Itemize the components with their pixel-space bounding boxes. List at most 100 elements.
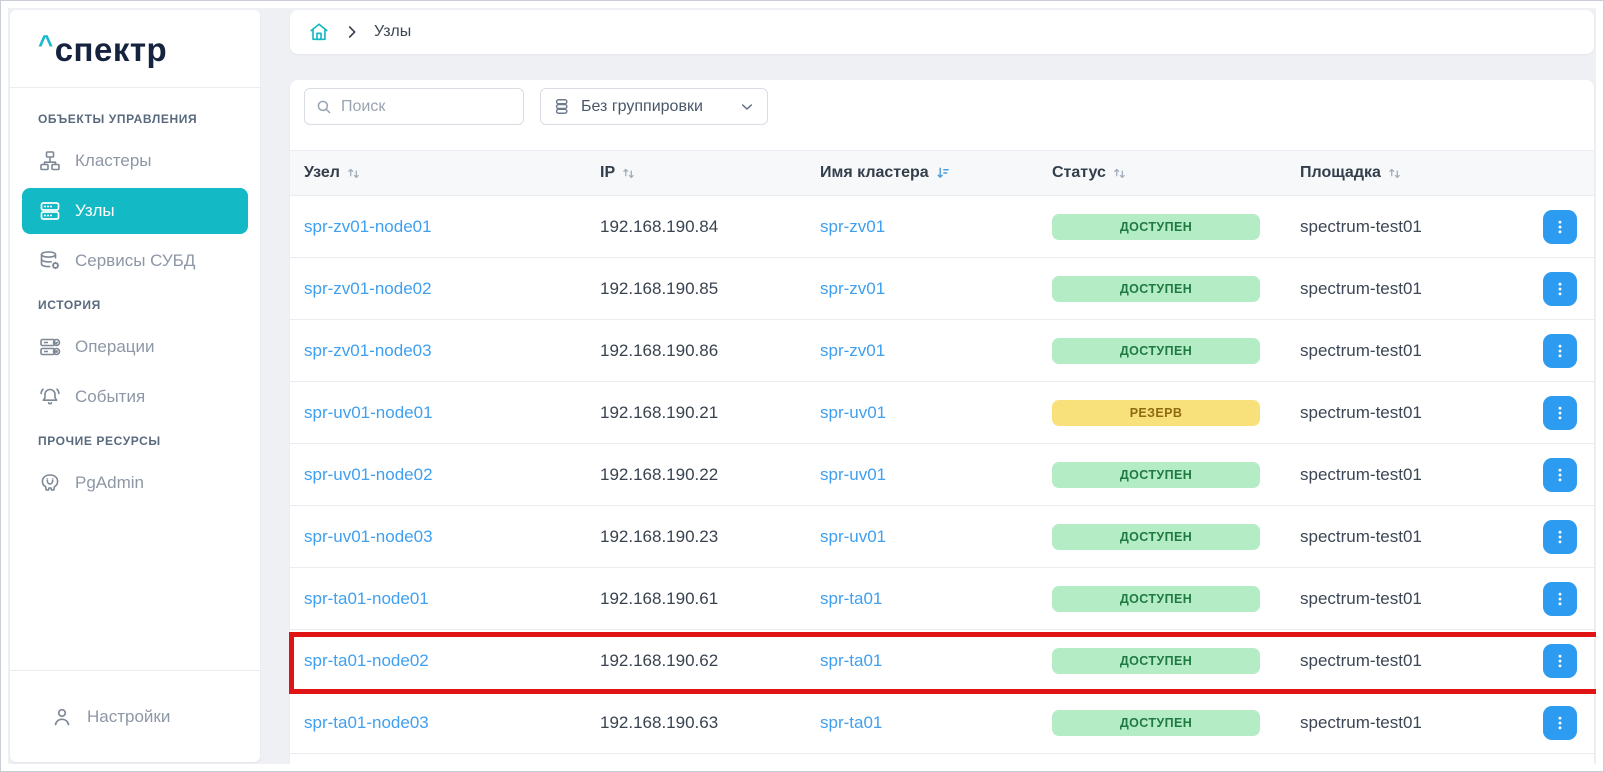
search-input[interactable] xyxy=(341,97,513,116)
sidebar-item-кластеры[interactable]: Кластеры xyxy=(22,138,248,184)
home-icon[interactable] xyxy=(308,21,330,43)
sidebar-section-label: ПРОЧИЕ РЕСУРСЫ xyxy=(38,434,161,448)
table-row: spr-zv01-node03 192.168.190.86 spr-zv01 … xyxy=(290,320,1594,382)
kebab-icon xyxy=(1558,716,1562,729)
column-header-статус[interactable]: Статус xyxy=(1052,164,1300,182)
sidebar-item-label: Операции xyxy=(75,337,155,356)
sidebar-item-операции[interactable]: Операции xyxy=(22,324,248,370)
site-label: spectrum-test01 xyxy=(1300,588,1422,608)
row-actions-button[interactable] xyxy=(1543,209,1577,244)
node-link[interactable]: spr-ta01-node01 xyxy=(304,588,429,608)
kebab-icon xyxy=(1558,282,1562,295)
sort-icon[interactable] xyxy=(1388,166,1401,180)
cluster-link[interactable]: spr-zv01 xyxy=(820,340,886,360)
cluster-link[interactable]: spr-uv01 xyxy=(820,526,887,546)
sidebar-item-label: PgAdmin xyxy=(75,473,144,492)
site-label: spectrum-test01 xyxy=(1300,278,1422,298)
logo-caret: ^ xyxy=(38,28,54,59)
site-label: spectrum-test01 xyxy=(1300,402,1422,422)
row-actions-button[interactable] xyxy=(1543,457,1577,492)
row-actions-button[interactable] xyxy=(1543,271,1577,306)
row-actions-button[interactable] xyxy=(1543,705,1577,740)
search-icon xyxy=(315,98,333,116)
sidebar-footer: Настройки xyxy=(10,670,260,762)
sidebar-item-события[interactable]: События xyxy=(22,374,248,420)
grouping-dropdown[interactable]: Без группировки xyxy=(540,88,768,125)
column-header-ip[interactable]: IP xyxy=(600,164,820,182)
column-label: IP xyxy=(600,164,616,181)
main-area: Узлы Без группировки xyxy=(289,10,1596,764)
table-row: spr-uv01-node01 192.168.190.21 spr-uv01 … xyxy=(290,382,1594,444)
sidebar-item-сервисы-субд[interactable]: Сервисы СУБД xyxy=(22,238,248,284)
sidebar-item-label: Настройки xyxy=(87,706,171,726)
node-link[interactable]: spr-uv01-node02 xyxy=(304,464,433,484)
node-ip: 192.168.190.86 xyxy=(600,340,719,360)
sidebar-item-label: Кластеры xyxy=(75,151,152,170)
operations-icon xyxy=(38,335,62,359)
site-label: spectrum-test01 xyxy=(1300,526,1422,546)
status-badge: ДОСТУПЕН xyxy=(1052,647,1260,674)
sort-icon[interactable] xyxy=(622,166,635,180)
cluster-link[interactable]: spr-zv01 xyxy=(820,216,886,236)
row-actions-button[interactable] xyxy=(1543,643,1577,678)
cluster-link[interactable]: spr-zv01 xyxy=(820,278,886,298)
app-logo[interactable]: ^спектр xyxy=(38,29,167,69)
column-label: Имя кластера xyxy=(820,164,929,181)
column-header-узел[interactable]: Узел xyxy=(290,164,600,182)
cluster-link[interactable]: spr-ta01 xyxy=(820,650,883,670)
node-link[interactable]: spr-uv01-node03 xyxy=(304,526,433,546)
node-ip: 192.168.190.84 xyxy=(600,216,719,236)
node-link[interactable]: spr-ta01-node02 xyxy=(304,650,429,670)
table-card: Без группировки Узел IP Имя кластера Статус… xyxy=(289,80,1596,764)
node-link[interactable]: spr-zv01-node03 xyxy=(304,340,432,360)
cluster-link[interactable]: spr-ta01 xyxy=(820,712,883,732)
row-actions-button[interactable] xyxy=(1543,519,1577,554)
status-badge: ДОСТУПЕН xyxy=(1052,213,1260,240)
table-row: spr-zv01-node01 192.168.190.84 spr-zv01 … xyxy=(290,196,1594,258)
table-row: spr-uv01-node03 192.168.190.23 spr-uv01 … xyxy=(290,506,1594,568)
node-link[interactable]: spr-zv01-node02 xyxy=(304,278,432,298)
table-row: spr-uv01-node02 192.168.190.22 spr-uv01 … xyxy=(290,444,1594,506)
sort-icon[interactable] xyxy=(936,166,949,180)
kebab-icon xyxy=(1558,592,1562,605)
node-link[interactable]: spr-zv01-node01 xyxy=(304,216,432,236)
row-actions-button[interactable] xyxy=(1543,333,1577,368)
sidebar-item-узлы[interactable]: Узлы xyxy=(22,188,248,234)
table-header: Узел IP Имя кластера Статус Площадка xyxy=(290,150,1594,196)
cluster-link[interactable]: spr-uv01 xyxy=(820,402,887,422)
table-row: spr-ta01-node03 192.168.190.63 spr-ta01 … xyxy=(290,692,1594,754)
sidebar-item-settings[interactable]: Настройки xyxy=(50,705,170,729)
grouping-icon xyxy=(553,97,572,116)
grouping-label: Без группировки xyxy=(581,97,703,115)
row-actions-button[interactable] xyxy=(1543,395,1577,430)
status-badge: ДОСТУПЕН xyxy=(1052,275,1260,302)
column-header-площадка[interactable]: Площадка xyxy=(1300,164,1543,182)
node-link[interactable]: spr-ta01-node03 xyxy=(304,712,429,732)
node-ip: 192.168.190.63 xyxy=(600,712,719,732)
row-actions-button[interactable] xyxy=(1543,581,1577,616)
chevron-right-icon xyxy=(344,24,360,40)
sidebar-item-label: Сервисы СУБД xyxy=(75,251,196,270)
breadcrumb: Узлы xyxy=(290,10,1594,54)
clusters-icon xyxy=(38,149,62,173)
column-label: Статус xyxy=(1052,164,1106,181)
sidebar-item-pgadmin[interactable]: PgAdmin xyxy=(22,460,248,506)
sort-icon[interactable] xyxy=(347,166,360,180)
status-badge: ДОСТУПЕН xyxy=(1052,461,1260,488)
db-services-icon xyxy=(38,249,62,273)
cluster-link[interactable]: spr-uv01 xyxy=(820,464,887,484)
breadcrumb-current: Узлы xyxy=(374,23,412,40)
site-label: spectrum-test01 xyxy=(1300,340,1422,360)
status-badge: ДОСТУПЕН xyxy=(1052,337,1260,364)
cluster-link[interactable]: spr-ta01 xyxy=(820,588,883,608)
sort-icon[interactable] xyxy=(1113,166,1126,180)
settings-icon xyxy=(50,705,74,729)
search-box xyxy=(304,88,524,125)
toolbar: Без группировки xyxy=(290,80,1594,150)
sidebar-section-label: ОБЪЕКТЫ УПРАВЛЕНИЯ xyxy=(38,112,198,126)
node-link[interactable]: spr-uv01-node01 xyxy=(304,402,433,422)
column-header-имя-кластера[interactable]: Имя кластера xyxy=(820,164,1052,182)
sidebar-section-label: ИСТОРИЯ xyxy=(38,298,101,312)
kebab-icon xyxy=(1558,654,1562,667)
